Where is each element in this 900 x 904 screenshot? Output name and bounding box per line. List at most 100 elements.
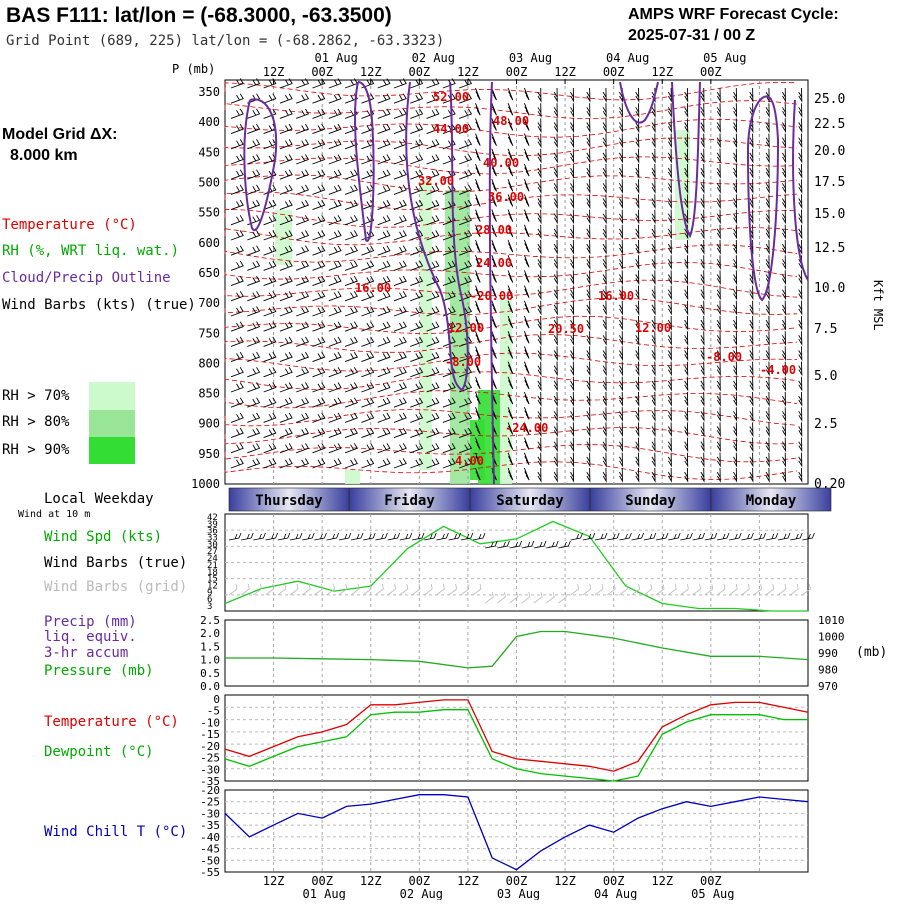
wind-barb	[798, 194, 803, 210]
wind-barb	[328, 108, 342, 119]
wind-barb	[312, 230, 326, 241]
height-tick-label: 10.0	[814, 281, 845, 296]
wind-barb	[586, 315, 591, 331]
wind-barb	[475, 179, 481, 192]
wind-barb	[344, 382, 358, 393]
wind-barb	[749, 163, 754, 179]
wind-barb	[312, 443, 326, 454]
wind-barb	[475, 270, 481, 283]
wind-barb	[475, 300, 481, 314]
rh80-swatch	[89, 410, 135, 437]
wind-barb	[328, 427, 342, 439]
wind-barb	[667, 391, 672, 407]
wind-barb	[635, 103, 640, 118]
wind-barb	[523, 209, 530, 222]
wind-barb	[344, 306, 358, 317]
grid-wind-barb	[606, 583, 616, 596]
wind-barb	[537, 391, 542, 407]
wind-barb	[570, 391, 575, 407]
wind-barb	[602, 315, 607, 331]
wind-barb	[651, 467, 656, 483]
wind-barb	[523, 103, 530, 116]
grid-wind-barb	[484, 591, 494, 604]
wind-barb	[733, 133, 738, 149]
wind-barb	[393, 427, 407, 439]
wind-barb	[312, 78, 326, 89]
wind-barb	[247, 169, 261, 180]
wind-barb	[296, 199, 310, 211]
pressure-tick: 1000	[818, 631, 845, 644]
wind-barb	[553, 315, 558, 331]
wind-barb	[602, 133, 607, 149]
wind-barb	[749, 452, 754, 468]
wind-barb	[716, 209, 721, 225]
wind-barb	[491, 209, 497, 222]
wind-barb	[230, 260, 244, 271]
wind-barb	[749, 148, 754, 164]
wind-barb	[507, 224, 514, 238]
wind-barb	[716, 133, 721, 149]
wind-barb	[635, 346, 640, 362]
wind-barb	[602, 437, 607, 453]
wind-barb	[523, 148, 530, 162]
wind-barb	[619, 239, 623, 255]
wind-barb	[733, 376, 738, 392]
wind-barb	[700, 407, 705, 422]
wind-barb	[393, 367, 407, 378]
wind-barb	[410, 412, 424, 423]
wind-barb	[523, 391, 530, 405]
pressure-tick: 970	[818, 680, 838, 693]
wind-barb	[749, 361, 754, 377]
bottom-hour-label: 00Z	[700, 874, 722, 888]
wind-barb	[523, 422, 530, 435]
wind-barb	[442, 458, 456, 469]
height-axis-unit: Kft MSL	[871, 280, 885, 331]
wind-barb	[247, 351, 261, 363]
wind-barb	[247, 443, 261, 454]
top-hour-label: 00Z	[311, 65, 333, 79]
wind-barb	[570, 361, 575, 377]
wind-barb	[263, 93, 277, 104]
surface-wind-barb	[546, 540, 559, 549]
wind-barb	[651, 239, 656, 255]
wind-barb	[312, 108, 326, 119]
wind-barb	[230, 78, 244, 89]
rh-shade-6	[675, 130, 690, 240]
wind-barb	[667, 255, 672, 270]
wind-barb	[733, 224, 738, 240]
wind-barb	[749, 437, 754, 453]
wind-barb	[570, 87, 575, 103]
wind-barb	[635, 224, 640, 240]
isotherm	[224, 81, 798, 101]
wind-barb	[635, 376, 640, 392]
wind-barb	[537, 452, 542, 468]
wind-barb	[312, 154, 326, 165]
wind-barb	[733, 270, 738, 286]
wind-barb	[716, 87, 721, 103]
wind-barb	[570, 209, 575, 225]
wind-barb	[442, 382, 456, 393]
wind-barb	[733, 118, 738, 134]
isotherm	[224, 297, 798, 316]
wind-barb	[782, 148, 786, 164]
height-tick-label: 2.5	[814, 417, 837, 432]
surface-wind-barb	[753, 532, 766, 541]
surface-wind-barb	[680, 532, 693, 541]
wind-barb	[700, 209, 705, 225]
wind-barb	[619, 361, 623, 377]
wind-barb	[475, 315, 481, 329]
wind-barb	[426, 93, 440, 104]
contour-label: -4.00	[760, 363, 796, 377]
pressure-tick-label: 700	[198, 296, 220, 310]
wind-barb	[410, 260, 424, 271]
wind-barb	[410, 351, 424, 363]
wind-barb	[716, 331, 721, 346]
wind-barb	[570, 407, 575, 422]
wind-barb	[651, 391, 656, 407]
wind-barb	[393, 230, 407, 241]
wind-barb	[296, 93, 310, 104]
wind-barb	[523, 255, 530, 268]
wind-barb	[279, 108, 293, 119]
wind-barb	[523, 346, 530, 359]
isotherm	[224, 100, 798, 119]
